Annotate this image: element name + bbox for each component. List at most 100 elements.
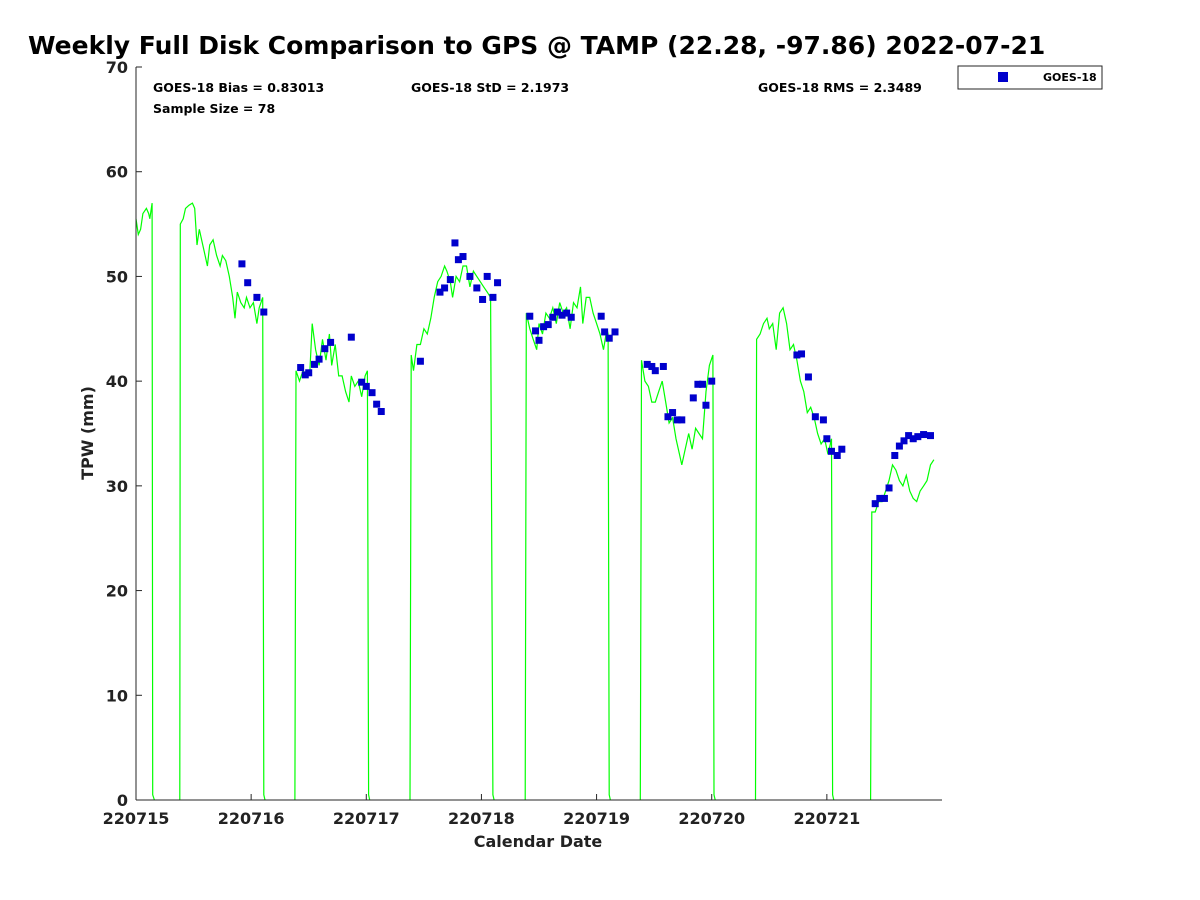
x-tick-label: 220716 xyxy=(218,809,285,828)
goes-data-point xyxy=(891,451,899,459)
goes-data-point xyxy=(358,378,366,386)
goes-data-point xyxy=(838,445,846,453)
goes-data-point xyxy=(558,311,566,319)
gps-series-line xyxy=(409,264,495,801)
goes-data-point xyxy=(441,284,449,292)
goes-data-point xyxy=(708,377,716,385)
goes-data-point xyxy=(601,328,609,336)
goes-data-point xyxy=(297,364,305,372)
legend-marker xyxy=(998,72,1008,82)
y-tick-label: 30 xyxy=(106,477,128,496)
goes-data-point xyxy=(535,336,543,344)
goes-data-point xyxy=(643,360,651,368)
goes-data-point xyxy=(416,357,424,365)
goes-data-point xyxy=(664,413,672,421)
y-tick-label: 40 xyxy=(106,372,128,391)
goes-data-point xyxy=(567,313,575,321)
goes-data-point xyxy=(553,308,561,316)
goes-data-point xyxy=(260,308,268,316)
goes-data-point xyxy=(694,380,702,388)
goes-points-layer xyxy=(238,239,934,508)
chart-title: Weekly Full Disk Comparison to GPS @ TAM… xyxy=(28,31,1045,60)
goes-data-point xyxy=(315,355,323,363)
goes-data-point xyxy=(876,494,884,502)
goes-data-point xyxy=(827,447,835,455)
goes-data-point xyxy=(605,334,613,342)
goes-data-point xyxy=(669,409,677,417)
goes-data-point xyxy=(905,432,913,440)
goes-data-point xyxy=(305,369,313,377)
goes-data-point xyxy=(526,312,534,320)
goes-data-point xyxy=(327,338,335,346)
goes-data-point xyxy=(819,416,827,424)
goes-data-point xyxy=(673,416,681,424)
goes-data-point xyxy=(926,432,934,440)
goes-data-point xyxy=(244,279,252,287)
x-tick-label: 220720 xyxy=(678,809,745,828)
y-axis-ticks: 0 10 20 30 40 50 60 70 xyxy=(106,58,142,810)
goes-data-point xyxy=(310,360,318,368)
plot-area xyxy=(135,67,942,801)
goes-data-point xyxy=(483,272,491,280)
goes-data-point xyxy=(238,260,246,268)
goes-data-point xyxy=(540,323,548,331)
gps-series-line xyxy=(179,202,266,801)
y-tick-label: 20 xyxy=(106,582,128,601)
legend-box xyxy=(957,65,1103,90)
goes-data-point xyxy=(466,272,474,280)
goes-data-point xyxy=(611,328,619,336)
goes-data-point xyxy=(871,500,879,508)
goes-data-point xyxy=(377,408,385,416)
goes-data-point xyxy=(479,295,487,303)
x-tick-label: 220718 xyxy=(448,809,515,828)
goes-data-point xyxy=(459,253,467,261)
goes-data-point xyxy=(702,401,710,409)
gps-series-line xyxy=(639,354,716,801)
x-tick-label: 220719 xyxy=(563,809,630,828)
goes-data-point xyxy=(454,256,462,264)
goes-data-point xyxy=(373,400,381,408)
y-axis-label: TPW (mm) xyxy=(78,386,97,480)
goes-data-point xyxy=(648,362,656,370)
y-tick-label: 10 xyxy=(106,686,128,705)
goes-data-point xyxy=(920,431,928,439)
goes-data-point xyxy=(651,367,659,375)
goes-data-point xyxy=(885,484,893,492)
bias-stat: GOES-18 Bias = 0.83013 xyxy=(153,80,324,95)
goes-data-point xyxy=(446,276,454,284)
goes-data-point xyxy=(489,293,497,301)
goes-data-point xyxy=(347,333,355,341)
goes-data-point xyxy=(321,345,329,353)
std-stat: GOES-18 StD = 2.1973 xyxy=(411,80,569,95)
goes-data-point xyxy=(544,321,552,329)
x-axis-label: Calendar Date xyxy=(474,832,603,851)
y-tick-label: 60 xyxy=(106,163,128,182)
goes-data-point xyxy=(880,494,888,502)
y-tick-label: 0 xyxy=(117,791,128,810)
goes-data-point xyxy=(900,437,908,445)
goes-data-point xyxy=(362,382,370,390)
goes-data-point xyxy=(549,313,557,321)
goes-data-point xyxy=(678,416,686,424)
x-tick-label: 220721 xyxy=(793,809,860,828)
x-axis-ticks: 220715 220716 220717 220718 220719 220720 2207… xyxy=(103,794,860,828)
legend-label: GOES-18 xyxy=(1043,71,1097,84)
goes-data-point xyxy=(689,394,697,402)
rms-stat: GOES-18 RMS = 2.3489 xyxy=(758,80,922,95)
goes-data-point xyxy=(253,293,261,301)
goes-data-point xyxy=(833,451,841,459)
goes-data-point xyxy=(436,288,444,296)
y-tick-label: 50 xyxy=(106,267,128,286)
goes-data-point xyxy=(914,433,922,441)
plot-frame xyxy=(136,67,942,800)
y-tick-label: 70 xyxy=(106,58,128,77)
goes-data-point xyxy=(532,327,540,335)
goes-data-point xyxy=(811,413,819,421)
goes-data-point xyxy=(473,284,481,292)
gps-series-line xyxy=(135,203,155,801)
goes-data-point xyxy=(909,435,917,443)
x-tick-label: 220715 xyxy=(103,809,170,828)
goes-data-point xyxy=(804,373,812,381)
x-tick-label: 220717 xyxy=(333,809,400,828)
